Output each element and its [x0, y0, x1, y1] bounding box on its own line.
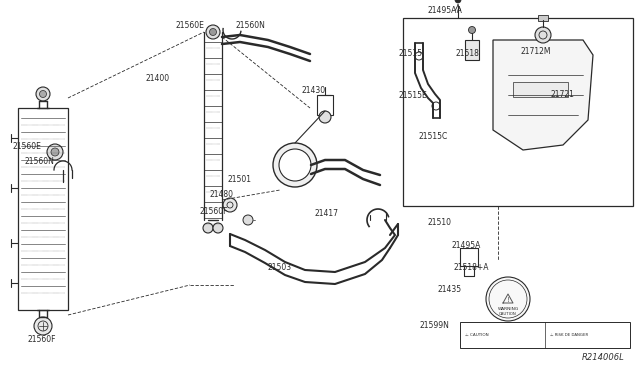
- Text: CAUTION: CAUTION: [499, 312, 517, 316]
- Circle shape: [51, 148, 59, 156]
- Bar: [538, 15, 548, 21]
- Text: 21400: 21400: [145, 74, 169, 83]
- Text: 21560N: 21560N: [235, 20, 265, 29]
- Text: 21560F: 21560F: [200, 206, 228, 215]
- Circle shape: [279, 149, 311, 181]
- Text: 21515E: 21515E: [399, 90, 428, 99]
- Circle shape: [243, 215, 253, 225]
- Text: 21560F: 21560F: [27, 336, 56, 344]
- Text: 21480: 21480: [209, 189, 233, 199]
- Circle shape: [468, 26, 476, 33]
- Circle shape: [319, 111, 331, 123]
- Circle shape: [36, 87, 50, 101]
- Polygon shape: [493, 40, 593, 150]
- Circle shape: [535, 27, 551, 43]
- Bar: [317, 95, 333, 115]
- Text: !: !: [507, 297, 509, 303]
- Text: 21560E: 21560E: [12, 141, 41, 151]
- Text: 21515: 21515: [399, 48, 423, 58]
- Text: 21599N: 21599N: [420, 321, 450, 330]
- Bar: [403, 18, 633, 206]
- Circle shape: [40, 90, 47, 97]
- Text: 21712M: 21712M: [521, 46, 552, 55]
- Text: 21518+A: 21518+A: [454, 263, 490, 273]
- Circle shape: [213, 223, 223, 233]
- Text: 21495A: 21495A: [452, 241, 481, 250]
- Text: WARNING: WARNING: [497, 307, 518, 311]
- Text: 21518: 21518: [456, 48, 480, 58]
- Circle shape: [273, 143, 317, 187]
- Text: 21515C: 21515C: [419, 131, 448, 141]
- Text: ⚠ RISK DE DANGER: ⚠ RISK DE DANGER: [550, 333, 588, 337]
- Bar: [465, 40, 479, 60]
- Text: R214006L: R214006L: [582, 353, 625, 362]
- Text: ⚠ CAUTION: ⚠ CAUTION: [465, 333, 488, 337]
- Text: 21435: 21435: [438, 285, 462, 294]
- Bar: [460, 322, 630, 348]
- Circle shape: [455, 0, 461, 3]
- Text: 21495AA: 21495AA: [428, 6, 463, 15]
- Circle shape: [34, 317, 52, 335]
- Text: 21721: 21721: [551, 90, 575, 99]
- Circle shape: [206, 25, 220, 39]
- Circle shape: [209, 29, 216, 35]
- Text: 21560E: 21560E: [175, 20, 204, 29]
- Circle shape: [47, 144, 63, 160]
- Circle shape: [223, 198, 237, 212]
- Circle shape: [486, 277, 530, 321]
- Bar: [513, 82, 568, 97]
- Text: 21560N: 21560N: [24, 157, 54, 166]
- Circle shape: [203, 223, 213, 233]
- Text: 21510: 21510: [428, 218, 452, 227]
- Text: 21503: 21503: [268, 263, 292, 272]
- Text: 21430: 21430: [302, 86, 326, 94]
- Text: 21417: 21417: [315, 208, 339, 218]
- Bar: [18, 108, 68, 310]
- Text: 21501: 21501: [228, 174, 252, 183]
